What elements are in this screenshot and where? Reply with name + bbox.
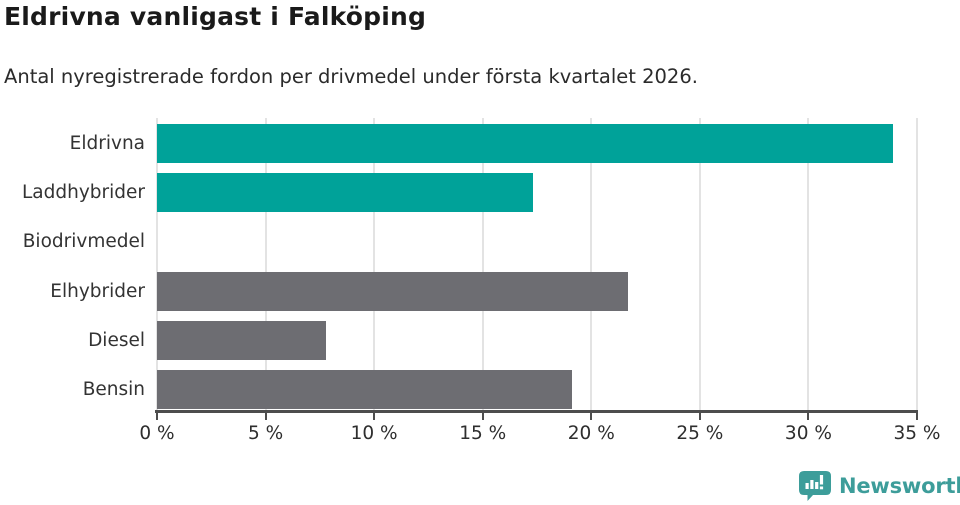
newsworthy-logo[interactable]: Newsworthy (798, 470, 960, 502)
x-axis-tick (481, 411, 484, 420)
bar-elhybrider (157, 271, 629, 311)
gridline (698, 118, 701, 411)
x-axis-tick-label: 20 % (567, 423, 615, 444)
category-label-bensin: Bensin (82, 379, 145, 400)
bar-diesel (157, 320, 327, 360)
chart-title: Eldrivna vanligast i Falköping (4, 2, 427, 31)
x-axis-tick-label: 15 % (459, 423, 507, 444)
x-axis-tick (807, 411, 810, 420)
category-label-biodrivmedel: Biodrivmedel (22, 231, 145, 253)
x-axis-tick (916, 411, 918, 420)
bar-row: Bensin (0, 370, 960, 409)
x-axis-tick (264, 411, 267, 420)
x-axis-tick-label: 5 % (247, 423, 284, 444)
gridline (807, 118, 810, 411)
x-axis-tick-label: 25 % (676, 423, 724, 444)
category-label-eldrivna: Eldrivna (69, 133, 145, 154)
newsworthy-logo-text: Newsworthy (839, 474, 960, 498)
category-label-laddhybrider: Laddhybrider (21, 182, 145, 204)
gridline (590, 118, 593, 411)
x-axis-tick-label: 10 % (350, 423, 398, 444)
bar-row: Laddhybrider (0, 173, 960, 213)
bar-laddhybrider (157, 173, 533, 213)
bar-row: Biodrivmedel (0, 222, 960, 261)
x-axis-tick-label: 35 % (893, 423, 941, 444)
bar-row: Eldrivna (0, 124, 960, 163)
newsworthy-logo-icon (798, 470, 832, 502)
gridline (916, 118, 918, 411)
plot-area (156, 118, 918, 411)
x-axis-line (155, 410, 918, 413)
gridline (156, 118, 158, 411)
x-axis-tick (373, 411, 376, 420)
bar-row: Elhybrider (0, 271, 960, 311)
bar-eldrivna (157, 124, 894, 163)
gridline (264, 118, 267, 411)
category-label-diesel: Diesel (88, 329, 145, 351)
x-axis-tick-label: 30 % (784, 423, 832, 444)
gridline (481, 118, 484, 411)
x-axis-tick (156, 411, 158, 420)
category-label-elhybrider: Elhybrider (50, 280, 145, 302)
bar-row: Diesel (0, 320, 960, 360)
bar-bensin (157, 370, 572, 409)
chart-subtitle: Antal nyregistrerade fordon per drivmede… (4, 65, 698, 88)
x-axis-tick-label: 0 % (139, 423, 175, 444)
gridline (373, 118, 376, 411)
x-axis-tick (698, 411, 701, 420)
x-axis-tick (590, 411, 593, 420)
